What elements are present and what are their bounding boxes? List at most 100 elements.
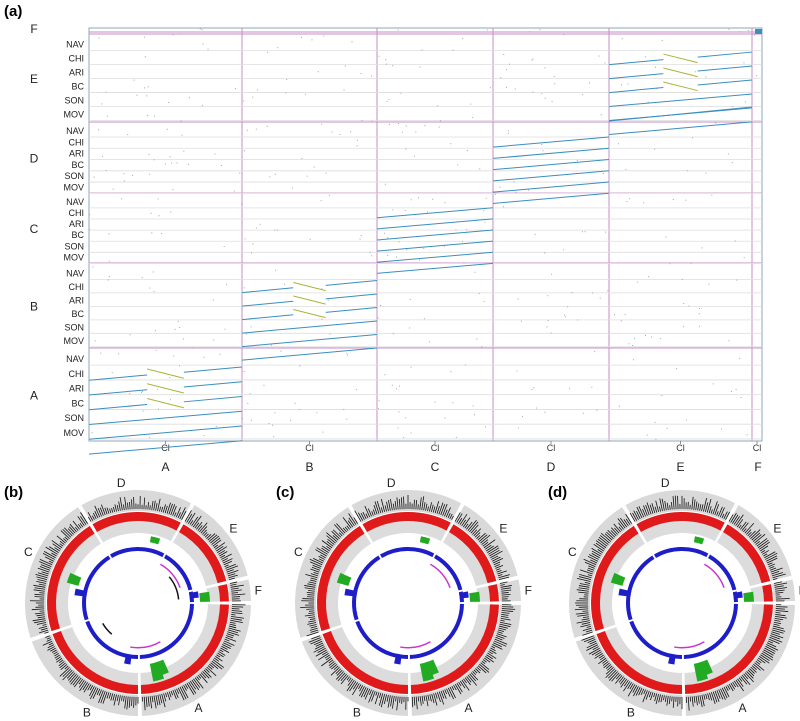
- outer-histogram-bar: [37, 579, 47, 582]
- noise-dot: [465, 364, 467, 366]
- outer-histogram-bar: [310, 577, 318, 581]
- track-label: BC: [71, 160, 84, 170]
- noise-dot: [306, 175, 308, 177]
- outer-histogram-bar: [51, 540, 63, 549]
- noise-dot: [669, 263, 671, 265]
- noise-dot: [455, 229, 457, 231]
- synteny-line: [325, 307, 378, 313]
- outer-histogram-bar: [346, 676, 350, 681]
- outer-histogram-bar: [712, 691, 718, 703]
- outer-histogram-bar: [754, 533, 766, 544]
- outer-histogram-bar: [740, 521, 747, 530]
- outer-histogram-bar: [664, 695, 667, 703]
- outer-histogram-bar: [730, 683, 736, 690]
- outer-histogram-bar: [633, 510, 639, 520]
- noise-dot: [505, 86, 507, 88]
- outer-histogram-bar: [618, 526, 623, 531]
- blue-track: [708, 554, 737, 591]
- noise-dot: [359, 238, 361, 240]
- noise-dot: [621, 38, 623, 40]
- outer-histogram-bar: [42, 640, 53, 646]
- blue-track: [164, 554, 193, 591]
- outer-histogram-bar: [307, 583, 316, 586]
- outer-histogram-bar: [493, 561, 501, 566]
- outer-histogram-bar: [168, 503, 173, 515]
- noise-dot: [739, 357, 741, 359]
- outer-histogram-bar: [177, 687, 185, 701]
- outer-histogram-bar: [328, 661, 335, 666]
- inverted-synteny-line: [663, 67, 698, 78]
- outer-histogram-bar: [459, 513, 468, 525]
- noise-dot: [273, 436, 275, 438]
- outer-histogram-bar: [642, 508, 646, 517]
- outer-histogram-bar: [112, 693, 116, 701]
- noise-dot: [532, 58, 534, 60]
- synteny-line: [376, 251, 494, 263]
- noise-dot: [535, 407, 537, 409]
- outer-histogram-bar: [699, 504, 702, 511]
- outer-histogram-bar: [500, 584, 505, 586]
- outer-histogram-bar: [308, 616, 316, 619]
- noise-dot: [690, 262, 692, 264]
- outer-histogram-bar: [349, 681, 357, 692]
- outer-histogram-bar: [217, 652, 224, 658]
- outer-histogram-bar: [386, 694, 389, 702]
- outer-histogram-bar: [227, 573, 236, 577]
- outer-histogram-bar: [313, 646, 325, 653]
- noise-dot: [250, 419, 252, 421]
- noise-dot: [461, 240, 463, 242]
- circos-chrom-label: E: [229, 522, 237, 536]
- noise-dot: [378, 55, 380, 57]
- outer-histogram-bar: [486, 545, 494, 552]
- outer-histogram-bar: [732, 681, 737, 688]
- outer-histogram-bar: [186, 683, 195, 695]
- outer-histogram-bar: [72, 676, 80, 686]
- noise-dot: [533, 387, 535, 389]
- track-label: CHI: [69, 208, 85, 218]
- outer-histogram-bar: [31, 608, 45, 611]
- outer-histogram-bar: [588, 565, 595, 569]
- outer-histogram-bar: [602, 659, 608, 664]
- outer-histogram-bar: [209, 663, 215, 669]
- green-peak: [149, 536, 161, 545]
- blue-track: [110, 547, 165, 558]
- outer-histogram-bar: [316, 547, 328, 555]
- outer-histogram-bar: [438, 691, 445, 705]
- outer-histogram-bar: [643, 505, 648, 516]
- noise-dot: [644, 334, 646, 336]
- outer-histogram-bar: [206, 534, 212, 539]
- outer-histogram-bar: [492, 556, 501, 562]
- noise-dot: [106, 115, 108, 117]
- outer-histogram-bar: [149, 505, 151, 510]
- outer-histogram-bar: [463, 678, 467, 684]
- noise-dot: [192, 347, 194, 349]
- noise-dot: [346, 418, 348, 420]
- outer-histogram-bar: [218, 550, 226, 555]
- outer-histogram-bar: [659, 498, 663, 512]
- outer-histogram-bar: [179, 686, 187, 700]
- outer-histogram-bar: [166, 502, 171, 514]
- outer-histogram-bar: [629, 683, 634, 690]
- noise-dot: [584, 231, 586, 233]
- track-label: NAV: [66, 197, 84, 207]
- outer-histogram-bar: [655, 693, 660, 705]
- noise-dot: [325, 172, 327, 174]
- noise-dot: [705, 76, 707, 78]
- noise-dot: [598, 55, 600, 57]
- outer-histogram-bar: [213, 544, 219, 549]
- outer-histogram-bar: [64, 536, 69, 541]
- noise-dot: [277, 229, 279, 231]
- noise-dot: [550, 332, 552, 334]
- synteny-line: [88, 374, 148, 381]
- synteny-line: [492, 192, 610, 204]
- outer-histogram-bar: [756, 538, 768, 547]
- noise-dot: [455, 436, 457, 438]
- outer-histogram-bar: [67, 672, 76, 681]
- red-ring: [723, 524, 771, 584]
- outer-histogram-bar: [746, 529, 752, 535]
- outer-histogram-bar: [228, 627, 241, 632]
- noise-dot: [255, 227, 257, 229]
- outer-histogram-bar: [613, 523, 621, 533]
- noise-dot: [202, 43, 204, 45]
- noise-dot: [301, 157, 303, 159]
